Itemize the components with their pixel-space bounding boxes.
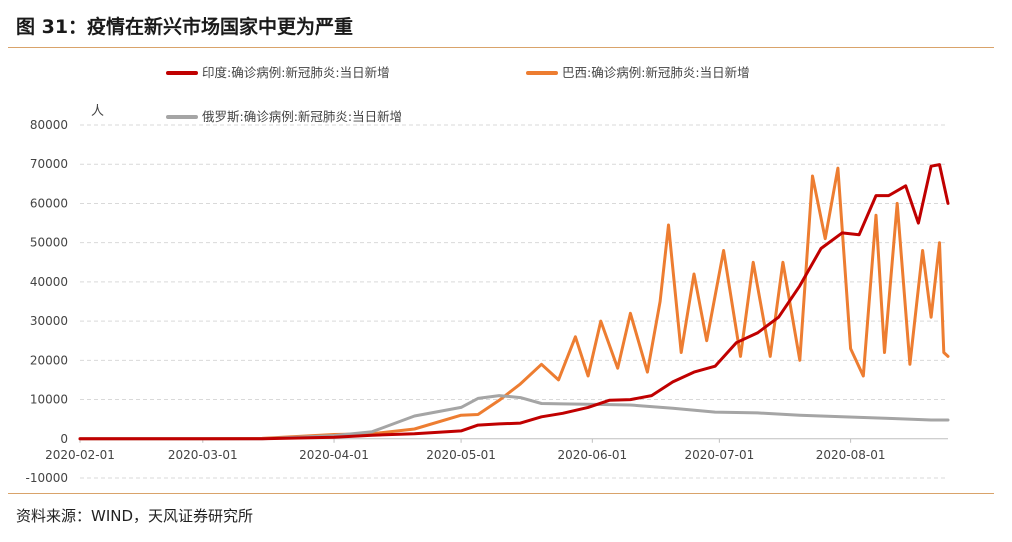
y-axis: -10000 0 10000 20000 30000 40000 50000 60000 700… <box>25 118 68 485</box>
legend-label-2: 巴西:确诊病例:新冠肺炎:当日新增 <box>562 65 750 80</box>
grid-lines <box>80 124 948 479</box>
source-divider <box>8 493 994 494</box>
legend: 印度:确诊病例:新冠肺炎:当日新增 巴西:确诊病例:新冠肺炎:当日新增俄罗斯:确诊… <box>166 65 750 124</box>
y-tick-label: 0 <box>60 432 68 446</box>
series-line-2 <box>78 166 950 441</box>
page-title: 图 31：疫情在新兴市场国家中更为严重 <box>16 16 354 38</box>
series-line-3 <box>78 394 950 441</box>
y-tick-label: 50000 <box>30 236 68 250</box>
y-tick-label: 40000 <box>30 275 68 289</box>
series-group <box>78 163 950 441</box>
y-axis-label: 人 <box>91 104 104 119</box>
legend-label-1: 印度:确诊病例:新冠肺炎:当日新增 <box>202 65 390 80</box>
y-tick-label: 70000 <box>30 157 68 171</box>
x-tick-label: 2020-04-01 <box>299 448 369 462</box>
x-axis: 2020-02-01 2020-03-01 2020-04-01 2020-05-01… <box>45 438 948 462</box>
y-tick-label: 80000 <box>30 118 68 132</box>
title-divider <box>8 47 994 48</box>
series-line-1 <box>78 163 950 441</box>
legend-label-3: 俄罗斯:确诊病例:新冠肺炎:当日新增 <box>202 109 402 124</box>
y-tick-label: 10000 <box>30 393 68 407</box>
y-tick-label: 30000 <box>30 314 68 328</box>
y-tick-label: 60000 <box>30 196 68 210</box>
x-tick-label: 2020-07-01 <box>684 448 754 462</box>
x-tick-label: 2020-03-01 <box>168 448 238 462</box>
x-tick-label: 2020-08-01 <box>816 448 886 462</box>
y-tick-label: 20000 <box>30 353 68 367</box>
source-note: 资料来源：WIND，天风证券研究所 <box>16 507 254 525</box>
x-tick-label: 2020-06-01 <box>557 448 627 462</box>
x-tick-label: 2020-02-01 <box>45 448 115 462</box>
y-tick-label: -10000 <box>25 471 68 485</box>
x-tick-label: 2020-05-01 <box>426 448 496 462</box>
